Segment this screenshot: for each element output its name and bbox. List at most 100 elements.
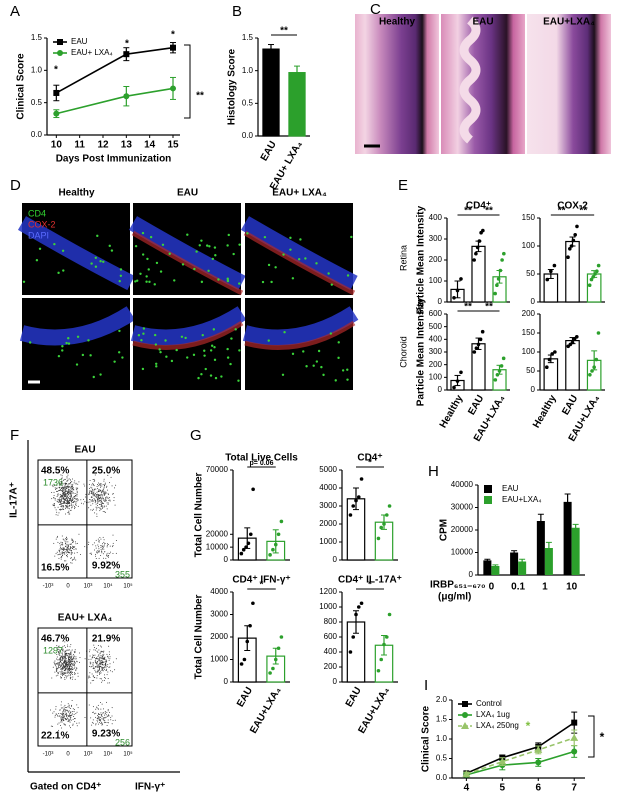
event-dot xyxy=(63,506,65,508)
event-dot xyxy=(62,490,64,492)
event-dot xyxy=(96,666,98,668)
cd4-dot xyxy=(53,242,56,246)
significance-bracket xyxy=(184,44,191,119)
event-dot xyxy=(64,499,66,501)
cd4-dot xyxy=(320,365,323,369)
event-dot xyxy=(62,492,64,494)
event-dot xyxy=(69,495,71,497)
event-dot xyxy=(63,673,65,675)
event-dot xyxy=(68,513,70,515)
event-dot xyxy=(61,500,63,502)
event-dot xyxy=(103,506,105,508)
event-dot xyxy=(71,501,73,503)
event-dot xyxy=(76,722,78,724)
event-dot xyxy=(65,549,67,551)
event-dot xyxy=(111,671,113,673)
event-dot xyxy=(71,670,73,672)
annotation: p= 0.06 xyxy=(250,460,274,467)
event-dot xyxy=(92,706,94,708)
event-dot xyxy=(56,664,58,666)
event-dot xyxy=(94,669,96,671)
event-dot xyxy=(99,485,101,487)
dapi-band xyxy=(240,216,358,291)
event-dot xyxy=(64,486,66,488)
event-dot xyxy=(97,538,99,540)
legend-label: LXA₄ 1ug xyxy=(476,710,510,719)
event-dot xyxy=(57,673,59,675)
event-dot xyxy=(59,500,61,502)
event-dot xyxy=(58,481,60,483)
event-dot xyxy=(68,665,70,667)
event-dot xyxy=(61,501,63,503)
event-dot xyxy=(74,558,76,560)
cd4-dot xyxy=(117,351,121,354)
event-dot xyxy=(108,651,110,653)
event-dot xyxy=(65,671,67,673)
event-dot xyxy=(63,661,65,663)
event-dot xyxy=(67,474,69,476)
event-dot xyxy=(90,509,92,511)
event-dot xyxy=(52,505,54,507)
cd4-dot xyxy=(61,345,64,348)
event-dot xyxy=(53,542,55,544)
event-dot xyxy=(114,719,116,721)
event-dot xyxy=(76,725,78,727)
y-tick-label: 300 xyxy=(429,347,443,356)
event-dot xyxy=(99,498,101,500)
event-dot xyxy=(63,501,65,503)
event-dot xyxy=(94,495,96,497)
dapi-band xyxy=(17,216,135,291)
event-dot xyxy=(61,548,63,550)
bar xyxy=(563,501,572,575)
quadrant-percent: 9.23% xyxy=(92,729,120,740)
event-dot xyxy=(60,558,62,560)
y-tick-label: 0 xyxy=(224,677,229,686)
event-dot xyxy=(100,657,102,659)
quadrant-count: 355 xyxy=(115,569,130,579)
event-dot xyxy=(62,715,64,717)
event-dot xyxy=(52,666,54,668)
event-dot xyxy=(68,660,70,662)
event-dot xyxy=(102,662,104,664)
cd4-dot xyxy=(312,364,315,367)
event-dot xyxy=(68,654,70,656)
event-dot xyxy=(102,656,104,658)
event-dot xyxy=(53,505,55,507)
event-dot xyxy=(68,510,70,512)
cd4-dot xyxy=(119,268,123,271)
event-dot xyxy=(64,665,66,667)
data-point xyxy=(242,657,247,662)
event-dot xyxy=(74,709,76,711)
event-dot xyxy=(58,729,60,731)
event-dot xyxy=(68,669,70,671)
event-dot xyxy=(95,493,97,495)
event-dot xyxy=(67,480,69,482)
quadrant-percent: 16.5% xyxy=(41,563,69,574)
y-tick-label: 0 xyxy=(531,297,536,306)
cd4-dot xyxy=(139,272,142,275)
x-tick-label: 12 xyxy=(97,140,109,151)
event-dot xyxy=(65,668,67,670)
event-dot xyxy=(97,715,99,717)
data-point xyxy=(351,635,356,639)
event-dot xyxy=(88,675,90,677)
data-point xyxy=(595,269,599,274)
event-dot xyxy=(63,666,65,668)
cd4-dot xyxy=(75,363,79,366)
x-axis-label: Days Post Immunization xyxy=(56,154,172,165)
event-dot xyxy=(100,497,102,499)
event-dot xyxy=(99,537,101,539)
event-dot xyxy=(67,718,69,720)
event-dot xyxy=(63,495,65,497)
event-dot xyxy=(62,505,64,507)
event-dot xyxy=(66,548,68,550)
event-dot xyxy=(75,498,77,500)
event-dot xyxy=(92,493,94,495)
event-dot xyxy=(92,667,94,669)
event-dot xyxy=(95,547,97,549)
event-dot xyxy=(94,479,96,481)
event-dot xyxy=(70,495,72,497)
event-dot xyxy=(58,712,60,714)
event-dot xyxy=(63,665,65,667)
event-dot xyxy=(67,671,69,673)
